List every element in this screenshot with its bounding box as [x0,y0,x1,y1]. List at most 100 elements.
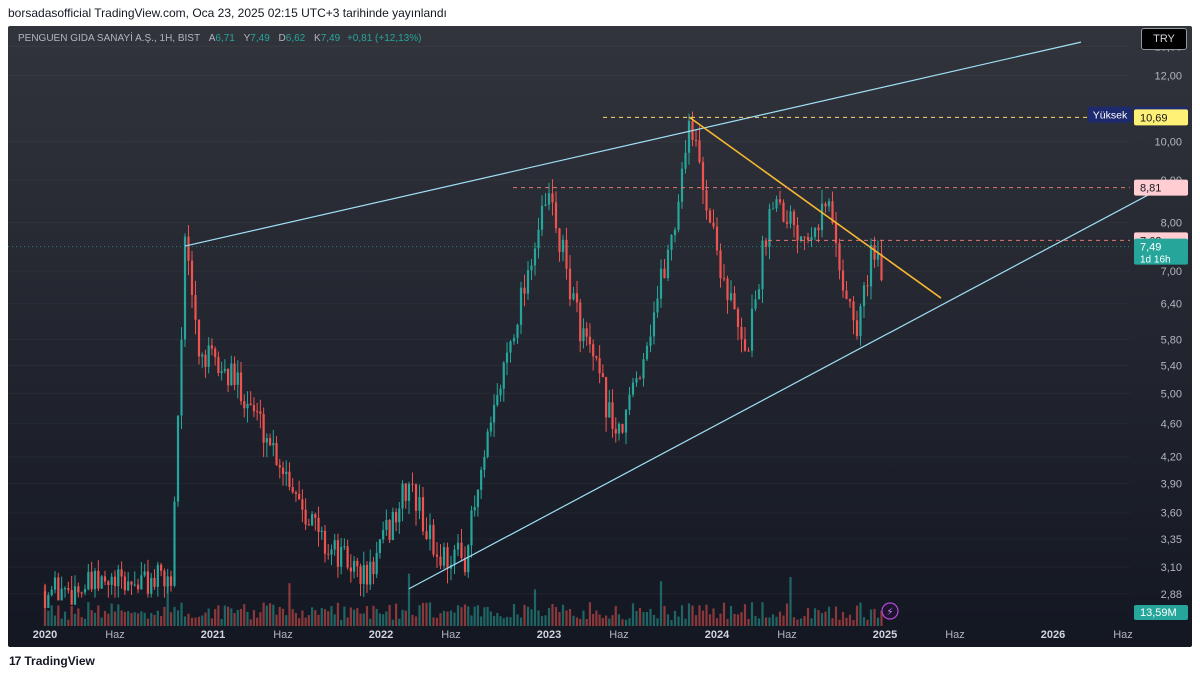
candle-body [585,328,588,337]
volume-bar [561,604,565,626]
candles [43,111,883,608]
volume-bar [712,608,715,626]
footer: 17 TradingView [0,647,1200,675]
candle-body [834,223,838,244]
candle-body [320,530,323,532]
volume-bar [67,619,70,626]
tradingview-logo[interactable]: 17 TradingView [9,654,95,668]
candle-body [425,531,428,540]
volume-bar [705,604,708,626]
candle-body [362,565,365,584]
volume-bar [601,618,604,626]
volume-bar [320,608,323,626]
candle-body [143,571,146,576]
candle-body [343,546,346,548]
candle-body [771,208,775,210]
price-tick-label: 12,00 [1154,70,1182,82]
currency-button[interactable]: TRY [1141,28,1187,50]
volume-bar [673,610,677,626]
volume-bar [526,606,530,626]
drawings[interactable] [8,41,1166,590]
candle-body [876,253,880,260]
candle-body [792,211,796,226]
volume-bar [624,619,628,626]
symbol-legend: PENGUEN GIDA SANAYİ A.Ş., 1H, BIST A6,71… [18,33,421,44]
candle-body [187,236,190,261]
volume-bar [262,602,265,626]
candle-body [480,469,483,490]
volume-bar [160,615,163,626]
volume-bar [533,589,537,626]
volume-bar [388,604,391,626]
event-icon[interactable]: ⚡ [881,602,899,620]
volume-bar [288,583,291,626]
candle-body [214,348,217,358]
candle-body [547,193,551,205]
chart-area[interactable]: 13,0012,0010,009,008,007,006,405,805,405… [8,26,1192,647]
candle-body [673,229,677,236]
candle-body [439,556,442,566]
candle-body [317,517,320,532]
candle-body [476,489,480,507]
candle-body [595,356,598,359]
candle-body [862,285,866,307]
candle-body [97,570,100,589]
candle-body [726,278,729,301]
candle-body [220,371,223,374]
volume-bar [642,612,645,626]
volume-bar [233,613,236,626]
volume-bar [617,614,621,626]
candle-body [249,403,252,406]
volume-bar [489,611,492,626]
candle-body [684,152,687,169]
candle-body [470,510,473,546]
volume-bar [691,605,694,626]
candle-body [43,591,47,608]
candle-body [572,293,575,300]
candle-body [243,401,246,409]
candle-body [210,345,214,349]
volume-bar [470,615,473,626]
candle-body [483,456,486,470]
volume-bar [659,581,663,626]
candle-body [722,278,726,280]
volume-bar [180,602,183,626]
candle-body [642,359,645,379]
candle-body [197,319,201,357]
candle-body [156,564,159,587]
volume-bar [425,602,428,626]
candle-body [180,339,183,416]
candle-body [680,168,684,202]
volume-bar [750,602,754,626]
candle-body [265,438,268,443]
volume-bar [246,611,249,626]
candle-body [398,508,401,523]
candle-body [565,239,568,269]
price-tick-label: 7,00 [1161,266,1182,278]
volume-bar [314,610,317,626]
volume-bar [435,617,439,626]
price-tick-label: 4,60 [1161,419,1182,431]
candle-body [764,240,768,247]
volume-bar [463,604,467,626]
candle-body [327,553,330,555]
volume-bar [588,602,592,626]
volume-bar [73,613,77,626]
price-chart[interactable]: 13,0012,0010,009,008,007,006,405,805,405… [8,26,1192,647]
volume-bar [236,610,239,626]
volume-bar [298,618,301,626]
candle-body [838,243,841,271]
candle-body [336,540,340,567]
volume-label-value: 13,59M [1140,607,1177,619]
candle-body [120,569,123,577]
volume-bar [183,616,187,626]
time-axis[interactable]: 2020 Haz 2021 Haz 2022 Haz 2023 Haz 2024 Haz 2025 H… [33,629,1133,641]
candle-body [194,294,197,320]
time-tick-label: Haz [105,629,125,641]
volume-bar [97,605,100,626]
candle-body [252,405,256,412]
time-tick-label: 2026 [1041,629,1065,641]
candle-body [789,211,792,224]
candle-body [421,497,425,532]
volume-bar [476,605,480,626]
